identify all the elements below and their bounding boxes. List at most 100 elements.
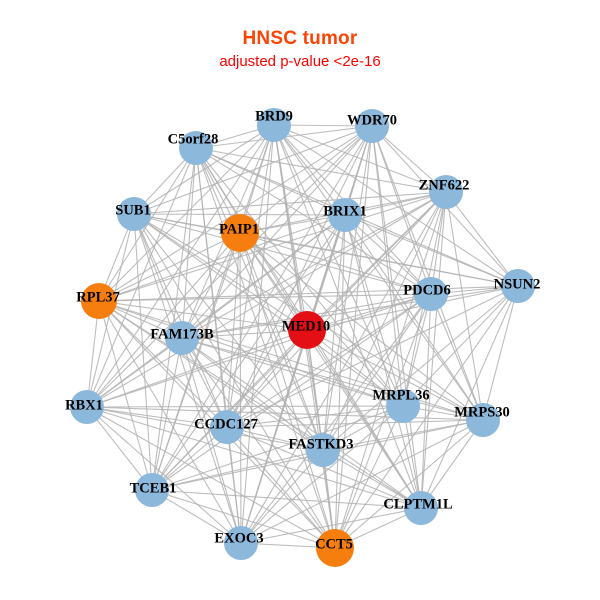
network-edge	[306, 293, 432, 331]
network-node-med10[interactable]	[288, 311, 326, 349]
network-edge	[334, 125, 373, 549]
network-edge	[98, 300, 153, 491]
network-edge	[133, 213, 183, 339]
network-edge	[273, 124, 422, 509]
network-edge	[151, 489, 336, 549]
network-edge	[430, 191, 447, 295]
figure-title: HNSC tumor	[242, 28, 358, 49]
network-edge	[334, 419, 484, 549]
network-node-wdr70[interactable]	[355, 109, 389, 143]
network-node-rbx1[interactable]	[70, 390, 104, 424]
network-edge	[240, 293, 432, 544]
network-edge	[273, 124, 447, 193]
network-edge	[226, 426, 242, 544]
network-edge	[133, 213, 432, 295]
network-node-fastkd3[interactable]	[306, 433, 340, 467]
network-edge	[445, 191, 484, 421]
network-edge	[273, 124, 484, 421]
network-edge	[240, 449, 324, 544]
network-edge	[133, 213, 242, 544]
network-edge	[482, 285, 519, 421]
network-edge	[86, 337, 183, 408]
network-edge	[98, 293, 432, 302]
network-node-sub1[interactable]	[117, 197, 151, 231]
network-edge	[98, 191, 447, 302]
network-edge	[151, 232, 241, 491]
network-node-clptm1l[interactable]	[404, 491, 438, 525]
network-node-c5orf28[interactable]	[179, 131, 213, 165]
network-node-mrpl36[interactable]	[386, 389, 420, 423]
network-edge	[86, 406, 324, 451]
network-edge	[239, 232, 519, 287]
network-edge	[322, 449, 422, 509]
network-edge	[181, 337, 484, 421]
network-node-tceb1[interactable]	[135, 473, 169, 507]
network-node-brix1[interactable]	[328, 198, 362, 232]
network-edge	[239, 125, 373, 234]
network-node-fam173b[interactable]	[165, 321, 199, 355]
network-node-exoc3[interactable]	[224, 526, 258, 560]
network-edge	[151, 489, 242, 544]
network-node-paip1[interactable]	[221, 214, 259, 252]
network-edge	[181, 232, 241, 339]
network-node-nsun2[interactable]	[501, 269, 535, 303]
network-edge	[98, 300, 228, 428]
network-edge	[98, 232, 241, 302]
network-edge	[420, 285, 519, 509]
network-edge	[402, 285, 519, 407]
network-edge	[86, 147, 197, 408]
network-edge	[322, 419, 484, 451]
network-edge	[240, 419, 484, 544]
network-edge	[86, 406, 242, 544]
network-edge	[371, 125, 484, 421]
network-node-ccdc127[interactable]	[210, 410, 244, 444]
network-edge	[181, 285, 519, 339]
network-node-pdcd6[interactable]	[414, 277, 448, 311]
network-edge	[86, 214, 346, 408]
network-edge	[98, 124, 275, 302]
network-edge	[86, 406, 153, 491]
network-edge	[322, 191, 447, 451]
network-edge	[226, 124, 275, 428]
network-edge	[239, 232, 484, 421]
network-edge	[240, 329, 308, 544]
network-edge	[151, 449, 324, 491]
network-edge	[151, 329, 308, 491]
network-edge	[420, 191, 447, 509]
network-edge	[334, 293, 432, 549]
network-edge	[371, 125, 404, 407]
network-node-mrps30[interactable]	[466, 403, 500, 437]
network-edge	[98, 300, 404, 407]
network-edge	[195, 147, 447, 193]
network-edge	[151, 147, 197, 491]
network-edge	[322, 285, 519, 451]
network-edge	[181, 337, 324, 451]
network-edge	[181, 337, 422, 509]
network-edge	[98, 214, 346, 302]
network-edge	[430, 293, 484, 421]
network-node-znf622[interactable]	[429, 175, 463, 209]
network-edge	[181, 147, 197, 339]
network-node-cct5[interactable]	[316, 529, 354, 567]
network-edge	[306, 329, 484, 421]
network-edge	[344, 214, 432, 295]
network-edge	[151, 489, 422, 509]
network-node-rpl37[interactable]	[81, 283, 117, 319]
network-edge	[133, 213, 324, 451]
network-edge	[86, 406, 228, 428]
network-edge	[239, 232, 422, 509]
network-edge	[239, 232, 336, 549]
network-edge	[240, 124, 275, 544]
network-edge	[240, 405, 404, 544]
network-edge	[195, 147, 404, 407]
network-edge	[344, 214, 484, 421]
network-node-brd9[interactable]	[257, 108, 291, 142]
network-edge	[240, 507, 422, 544]
node-layer	[70, 108, 535, 567]
network-edge	[344, 214, 519, 287]
network-edge	[181, 337, 336, 549]
network-edge	[195, 147, 432, 295]
network-edge	[86, 125, 373, 408]
